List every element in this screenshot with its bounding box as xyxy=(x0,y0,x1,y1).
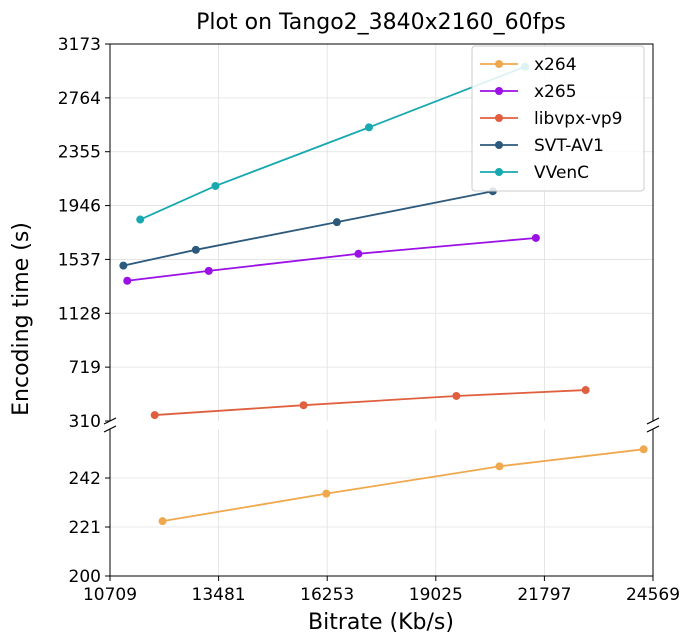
break-mark xyxy=(646,417,660,425)
data-point xyxy=(191,245,200,254)
y-tick-label-lower: 200 xyxy=(69,567,101,587)
data-point xyxy=(322,489,331,498)
data-point xyxy=(495,462,504,471)
y-tick-label-upper: 1128 xyxy=(58,304,101,324)
legend-marker xyxy=(495,114,503,122)
lower-axes-spine xyxy=(109,429,654,577)
break-mark xyxy=(103,425,117,433)
data-point xyxy=(639,445,648,454)
data-point xyxy=(211,181,220,190)
data-point xyxy=(204,266,213,275)
tick-labels: 10709 13481 16253 19025 21797 24569 310 719 1128… xyxy=(58,35,680,605)
y-tick-label-upper: 3173 xyxy=(58,35,101,55)
series-line xyxy=(162,448,644,523)
legend-label: x264 xyxy=(534,55,577,75)
y-axis-title: Encoding time (s) xyxy=(9,222,34,416)
y-tick-label-upper: 2764 xyxy=(58,89,101,109)
y-tick-label-upper: 719 xyxy=(69,358,101,378)
series-svt-av1 xyxy=(119,187,497,270)
data-point xyxy=(452,391,461,400)
y-tick-label-upper: 1946 xyxy=(58,197,101,217)
series-vvenc xyxy=(136,62,529,224)
legend-marker xyxy=(495,60,503,68)
data-point xyxy=(531,233,540,242)
legend-label: x265 xyxy=(534,82,577,102)
data-point xyxy=(119,261,128,270)
legend-marker xyxy=(495,141,503,149)
legend-box xyxy=(471,45,645,192)
series-line xyxy=(139,65,526,221)
legend-label: VVenC xyxy=(534,163,589,183)
series-libvpx-vp9 xyxy=(150,386,590,420)
upper-axes-spine xyxy=(109,43,654,421)
legend: x264 x265 libvpx-vp9 SVT-AV1 VVenC xyxy=(471,45,645,192)
series-x264 xyxy=(158,445,648,526)
series-line xyxy=(123,190,493,267)
legend-marker xyxy=(495,168,503,176)
data-point xyxy=(332,218,341,227)
data-point xyxy=(158,517,167,526)
series-line xyxy=(127,237,536,282)
y-tick-label-upper: 310 xyxy=(69,412,101,432)
x-tick-label: 16253 xyxy=(300,585,354,605)
break-mark xyxy=(646,425,660,433)
x-tick-label: 13481 xyxy=(192,585,246,605)
data-point xyxy=(365,123,374,132)
y-tick-label-lower: 221 xyxy=(69,518,101,538)
x-tick-label: 19025 xyxy=(409,585,463,605)
data-point xyxy=(354,249,363,258)
data-point xyxy=(123,276,132,285)
data-point xyxy=(150,411,159,420)
legend-label: libvpx-vp9 xyxy=(534,109,623,129)
legend-label: SVT-AV1 xyxy=(534,136,604,156)
axis-break-marks xyxy=(103,417,660,433)
axes-frame xyxy=(109,43,654,577)
x-tick-label: 24569 xyxy=(626,585,680,605)
data-point xyxy=(581,386,590,395)
y-tick-label-upper: 1537 xyxy=(58,250,101,270)
chart-title: Plot on Tango2_3840x2160_60fps xyxy=(196,10,566,35)
legend-marker xyxy=(495,87,503,95)
data-point xyxy=(299,401,308,410)
x-tick-label: 10709 xyxy=(83,585,137,605)
y-tick-label-upper: 2355 xyxy=(58,143,101,163)
x-axis-title: Bitrate (Kb/s) xyxy=(308,610,454,635)
x-tick-label: 21797 xyxy=(517,585,571,605)
y-tick-label-lower: 242 xyxy=(69,469,101,489)
series-x265 xyxy=(123,233,540,285)
series-line xyxy=(154,389,586,416)
break-mark xyxy=(103,417,117,425)
data-point xyxy=(136,215,145,224)
